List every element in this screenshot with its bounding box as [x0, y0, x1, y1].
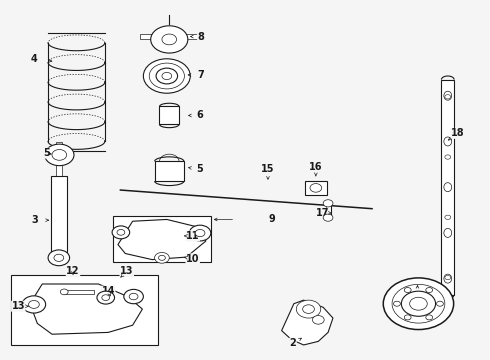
- Circle shape: [144, 59, 190, 93]
- Bar: [326, 203, 331, 218]
- Text: 9: 9: [269, 215, 275, 224]
- Ellipse shape: [444, 274, 452, 283]
- Text: 1: 1: [414, 285, 421, 296]
- Circle shape: [129, 293, 138, 300]
- Bar: [113, 216, 211, 262]
- Circle shape: [149, 63, 184, 89]
- Text: 17: 17: [317, 208, 330, 218]
- Circle shape: [445, 95, 451, 99]
- Text: 11: 11: [186, 231, 199, 241]
- Circle shape: [124, 289, 144, 304]
- Circle shape: [323, 214, 333, 221]
- Bar: [64, 290, 94, 294]
- Circle shape: [48, 250, 70, 266]
- Text: 13: 13: [12, 301, 25, 311]
- Circle shape: [159, 255, 165, 260]
- Bar: [56, 142, 62, 176]
- Text: 5: 5: [196, 164, 203, 174]
- Circle shape: [296, 300, 321, 318]
- Circle shape: [392, 284, 445, 323]
- Circle shape: [426, 315, 433, 320]
- Circle shape: [45, 144, 74, 166]
- Bar: [51, 176, 67, 252]
- Circle shape: [162, 34, 176, 45]
- Circle shape: [195, 229, 205, 237]
- Bar: [159, 107, 179, 125]
- Circle shape: [404, 315, 411, 320]
- Ellipse shape: [444, 137, 452, 146]
- Circle shape: [445, 275, 451, 280]
- Circle shape: [383, 278, 454, 329]
- Text: 7: 7: [197, 70, 204, 80]
- Text: 8: 8: [197, 32, 204, 41]
- Circle shape: [445, 155, 451, 159]
- Text: 3: 3: [31, 215, 38, 225]
- Text: 2: 2: [290, 338, 296, 348]
- Circle shape: [54, 254, 64, 261]
- Ellipse shape: [444, 91, 452, 100]
- Bar: [441, 80, 454, 295]
- Text: 5: 5: [43, 148, 49, 158]
- Bar: [305, 181, 327, 195]
- Bar: [140, 34, 198, 39]
- Text: 18: 18: [451, 129, 465, 138]
- Text: 13: 13: [120, 266, 133, 276]
- Circle shape: [151, 26, 188, 53]
- Circle shape: [52, 149, 67, 160]
- Circle shape: [102, 295, 110, 301]
- Circle shape: [410, 297, 427, 310]
- Text: 14: 14: [101, 286, 115, 296]
- Circle shape: [189, 225, 211, 241]
- Circle shape: [22, 296, 46, 313]
- Bar: [11, 275, 158, 345]
- Circle shape: [112, 226, 130, 239]
- Circle shape: [437, 301, 443, 306]
- Text: 4: 4: [30, 54, 37, 64]
- Circle shape: [28, 301, 39, 309]
- Text: 15: 15: [261, 163, 275, 174]
- Circle shape: [156, 68, 177, 84]
- Text: 16: 16: [309, 162, 322, 172]
- Polygon shape: [118, 220, 206, 260]
- Circle shape: [404, 288, 411, 293]
- Circle shape: [117, 229, 125, 235]
- Text: 6: 6: [196, 111, 203, 121]
- Circle shape: [310, 184, 322, 192]
- Circle shape: [162, 72, 172, 80]
- Ellipse shape: [444, 183, 452, 192]
- Circle shape: [303, 305, 315, 314]
- Circle shape: [393, 301, 400, 306]
- Circle shape: [97, 291, 115, 304]
- Circle shape: [401, 291, 436, 316]
- Circle shape: [323, 200, 333, 207]
- Circle shape: [155, 252, 169, 263]
- Circle shape: [313, 316, 324, 324]
- Text: 12: 12: [66, 266, 80, 276]
- Polygon shape: [30, 284, 143, 334]
- Polygon shape: [282, 300, 333, 345]
- Circle shape: [445, 215, 451, 220]
- Text: 10: 10: [186, 254, 199, 264]
- Ellipse shape: [444, 228, 452, 237]
- Circle shape: [60, 289, 68, 295]
- Bar: [155, 161, 184, 181]
- Circle shape: [426, 288, 433, 293]
